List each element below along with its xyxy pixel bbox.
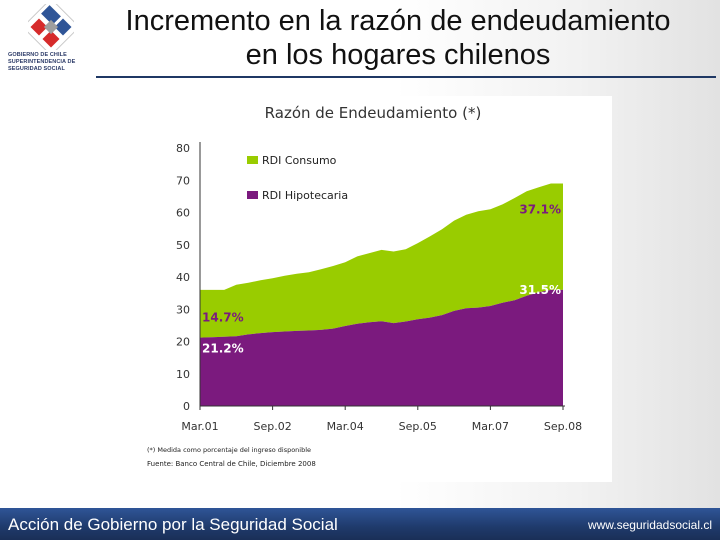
debt-ratio-chart: Razón de Endeudamiento (*) 0 10 20 30 40 50 60 7… <box>147 104 582 468</box>
rdi-consumo-area <box>200 183 563 338</box>
x-tick-label: Mar.07 <box>472 420 509 433</box>
logo-line-2: SUPERINTENDENCIA DE <box>8 59 76 65</box>
y-tick-label: 20 <box>176 336 190 349</box>
y-tick-label: 50 <box>176 239 190 252</box>
chart-footnote: (*) Medida como porcentaje del ingreso d… <box>147 446 311 454</box>
y-tick-label: 0 <box>183 400 190 413</box>
x-tick-label: Mar.04 <box>327 420 364 433</box>
hipotecaria-start-label: 21.2% <box>202 342 244 356</box>
x-tick-label: Sep.08 <box>544 420 582 433</box>
y-tick-label: 10 <box>176 368 190 381</box>
footer-bar: Acción de Gobierno por la Seguridad Soci… <box>0 508 720 540</box>
slide-title: Incremento en la razón de endeudamiento … <box>96 4 700 72</box>
hipotecaria-end-label: 31.5% <box>519 283 561 297</box>
y-tick-label: 30 <box>176 303 190 316</box>
rdi-hipotecaria-area <box>200 289 563 406</box>
logo-text: GOBIERNO DE CHILE SUPERINTENDENCIA DE SE… <box>8 52 94 73</box>
title-divider <box>96 76 716 78</box>
chart-panel: Razón de Endeudamiento (*) 0 10 20 30 40 50 60 7… <box>135 96 612 482</box>
slide-title-line-2: en los hogares chilenos <box>245 39 551 71</box>
gobierno-chile-logo: GOBIERNO DE CHILE SUPERINTENDENCIA DE SE… <box>8 4 94 78</box>
footer-website-link[interactable]: www.seguridadsocial.cl <box>587 518 712 532</box>
y-tick-label: 60 <box>176 207 190 220</box>
chart-source: Fuente: Banco Central de Chile, Diciembr… <box>147 460 316 468</box>
y-tick-label: 40 <box>176 271 190 284</box>
logo-emblem-icon <box>28 4 74 50</box>
consumo-start-label: 14.7% <box>202 311 244 325</box>
consumo-end-label: 37.1% <box>519 202 561 216</box>
y-tick-label: 70 <box>176 174 190 187</box>
y-tick-label: 80 <box>176 142 190 155</box>
x-tick-label: Mar.01 <box>181 420 218 433</box>
chart-title: Razón de Endeudamiento (*) <box>265 104 482 122</box>
legend-label: RDI Hipotecaria <box>262 189 348 202</box>
x-tick-label: Sep.05 <box>399 420 437 433</box>
footer-slogan: Acción de Gobierno por la Seguridad Soci… <box>8 515 338 534</box>
legend-swatch <box>247 191 258 199</box>
slide-title-line-1: Incremento en la razón de endeudamiento <box>125 5 671 37</box>
x-tick-label: Sep.02 <box>253 420 291 433</box>
logo-line-1: GOBIERNO DE CHILE <box>8 52 67 58</box>
legend-label: RDI Consumo <box>262 154 337 167</box>
logo-line-3: SEGURIDAD SOCIAL <box>8 66 65 72</box>
legend-swatch <box>247 156 258 164</box>
